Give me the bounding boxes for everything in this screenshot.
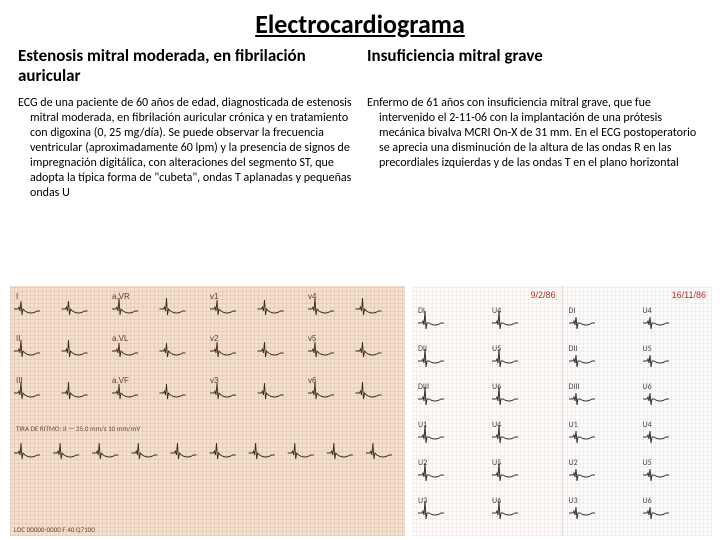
strip-label: TIRA DE RITMO: II — 25.0 mm/s 10 mm/mV [16, 424, 140, 433]
ecg-segment [306, 378, 401, 408]
ecg-row: U3U6 [414, 498, 560, 528]
ecg-segment [641, 346, 711, 376]
ecg-segment [490, 384, 560, 414]
ecg-segment [416, 308, 486, 338]
ecg-row: U1U4 [565, 422, 711, 452]
left-column: Estenosis mitral moderada, en fibrilació… [18, 46, 353, 201]
ecg-segment [416, 460, 486, 490]
right-body: Enfermo de 61 años con insuficiencia mit… [367, 96, 702, 171]
ecg-segment [490, 422, 560, 452]
ecg-right-panel: 9/2/86 DIU4DIIU5DIIIU6U1U4U2U5U3U6 16/11… [412, 286, 712, 536]
ecg-segment [567, 384, 637, 414]
ecg-segment [567, 308, 637, 338]
ecg-footer: LOC 00000-0000 F 40 Q7100 [14, 525, 95, 534]
left-heading: Estenosis mitral moderada, en fibrilació… [18, 46, 353, 88]
ecg-segment [641, 384, 711, 414]
ecg-row: U1U4 [414, 422, 560, 452]
slide-title: Electrocardiograma [18, 8, 702, 40]
ecg-row: U3U6 [565, 498, 711, 528]
ecg-segment [416, 384, 486, 414]
ecg-segment [110, 294, 205, 324]
ecg-segment [306, 294, 401, 324]
ecg-segment [110, 378, 205, 408]
ecg-segment [416, 498, 486, 528]
ecg-right-pre: 9/2/86 DIU4 DIIU5 DIIIU6 U1U4 U2U5 U3U6 [412, 286, 562, 536]
ecg-segment [490, 346, 560, 376]
ecg-right-post: 16/11/86 DIU4 DIIU5 DIIIU6 U1U4 U2U5 U3U6 [562, 286, 713, 536]
ecg-segment [490, 308, 560, 338]
ecg-segment [490, 498, 560, 528]
ecg-row: IIa.VLv2v5 [12, 336, 403, 366]
ecg-segment [208, 336, 303, 366]
ecg-segment [641, 498, 711, 528]
ecg-segment [416, 346, 486, 376]
ecg-date-1: 9/2/86 [530, 290, 555, 300]
text-columns: Estenosis mitral moderada, en fibrilació… [18, 46, 702, 201]
ecg-segment [641, 460, 711, 490]
ecg-left-panel: Ia.VRv1v4 IIa.VLv2v5 IIIa.VFv3v6 TIRA DE RI… [10, 286, 405, 536]
ecg-row: DIIIU6 [565, 384, 711, 414]
ecg-segment [306, 336, 401, 366]
ecg-row: U2U5 [565, 460, 711, 490]
strip-trace [12, 438, 403, 468]
ecg-row: U2U5 [414, 460, 560, 490]
ecg-segment [12, 336, 107, 366]
ecg-segment [416, 422, 486, 452]
ecg-segment [208, 378, 303, 408]
ecg-segment [567, 460, 637, 490]
right-column: Insuficiencia mitral grave Enfermo de 61… [367, 46, 702, 201]
left-body: ECG de una paciente de 60 años de edad, … [18, 96, 353, 201]
ecg-segment [641, 308, 711, 338]
ecg-segment [567, 346, 637, 376]
ecg-row: DIIU5 [565, 346, 711, 376]
ecg-row: IIIa.VFv3v6 [12, 378, 403, 408]
rhythm-strip: TIRA DE RITMO: II — 25.0 mm/s 10 mm/mV [12, 426, 403, 486]
ecg-segment [12, 378, 107, 408]
ecg-segment [110, 336, 205, 366]
ecg-row: DIIU5 [414, 346, 560, 376]
ecg-segment [12, 294, 107, 324]
ecg-date-2: 16/11/86 [672, 290, 706, 300]
ecg-row: DIU4 [565, 308, 711, 338]
ecg-row: DIU4 [414, 308, 560, 338]
ecg-segment [208, 294, 303, 324]
ecg-segment [641, 422, 711, 452]
ecg-segment [567, 498, 637, 528]
ecg-segment [567, 422, 637, 452]
right-heading: Insuficiencia mitral grave [367, 46, 702, 88]
ecg-row: DIIIU6 [414, 384, 560, 414]
ecg-row: Ia.VRv1v4 [12, 294, 403, 324]
ecg-segment [490, 460, 560, 490]
